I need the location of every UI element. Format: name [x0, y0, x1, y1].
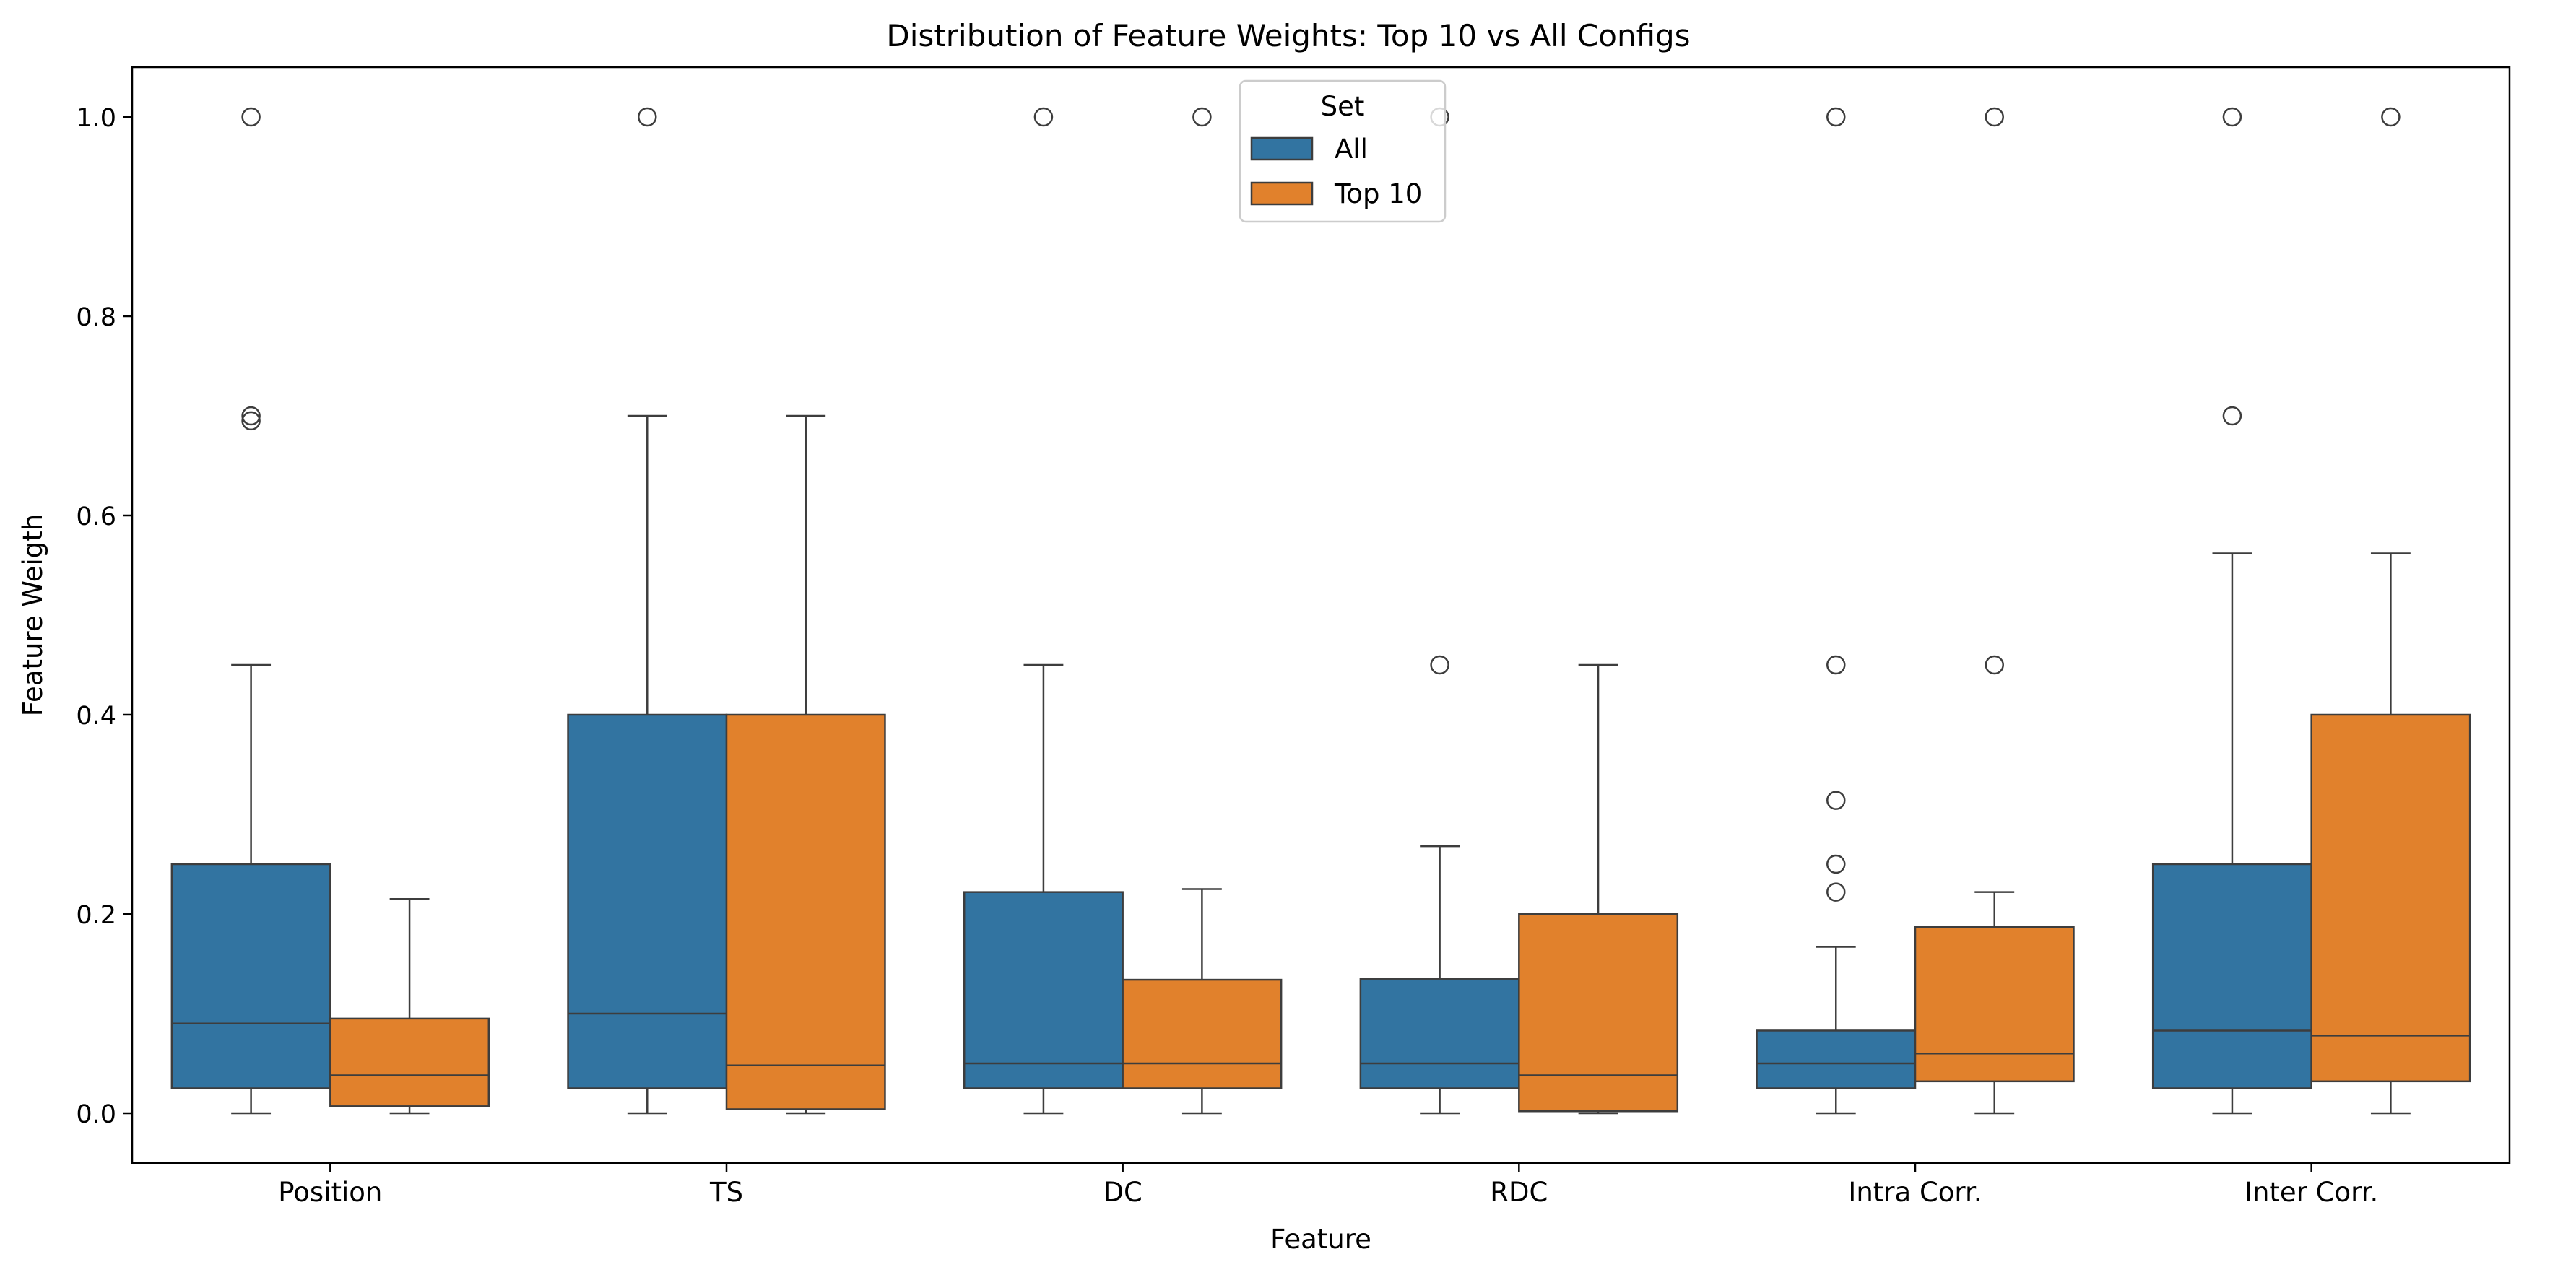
x-tick-label: DC [1103, 1177, 1142, 1208]
box-iqr [2310, 713, 2471, 1083]
box-group-top-10-intra-corr [1914, 107, 2075, 1115]
outlier-point [1826, 882, 1846, 902]
x-axis: Position TS DC RDC Intra Corr. Inter Corr. [278, 1163, 2378, 1208]
outlier-point [1826, 791, 1846, 810]
y-tick-label: 0.0 [76, 1100, 116, 1129]
x-tick-label: TS [709, 1177, 743, 1208]
outlier-point [2222, 406, 2242, 426]
box-group-all-dc [963, 107, 1124, 1115]
box-iqr [1122, 978, 1283, 1089]
outlier-point [241, 406, 261, 426]
y-tick-label: 1.0 [76, 104, 116, 133]
box-iqr [963, 891, 1124, 1089]
box-iqr [1914, 926, 2075, 1083]
y-tick-label: 0.2 [76, 901, 116, 930]
outlier-point [1033, 107, 1054, 127]
box-iqr [567, 713, 728, 1089]
y-tick-label: 0.4 [76, 702, 116, 731]
x-tick-label: Inter Corr. [2245, 1177, 2378, 1208]
x-tick-label: Position [278, 1177, 382, 1208]
box-iqr [329, 1017, 490, 1107]
box-group-all-inter-corr [2151, 107, 2312, 1115]
box-group-top-10-inter-corr [2310, 107, 2471, 1115]
box-iqr [1756, 1029, 1917, 1089]
box-group-top-10-dc [1122, 107, 1283, 1115]
box-group-all-intra-corr [1756, 107, 1917, 1115]
outlier-point [638, 107, 657, 127]
box-group-all-rdc [1359, 107, 1520, 1115]
outlier-point [1826, 655, 1846, 675]
box-group-all-ts [567, 107, 728, 1115]
y-axis-label: Feature Weigth [17, 514, 48, 716]
plot-area [170, 107, 2471, 1115]
legend-label-top10: Top 10 [1334, 178, 1422, 209]
y-tick-label: 0.6 [76, 502, 116, 531]
box-group-top-10-ts [725, 414, 886, 1115]
box-group-all-position [170, 107, 331, 1115]
x-axis-label: Feature [1270, 1224, 1371, 1255]
outlier-point [2381, 107, 2401, 127]
x-tick-label: Intra Corr. [1848, 1177, 1982, 1208]
box-iqr [725, 713, 886, 1110]
outlier-point [241, 411, 261, 431]
chart-title: Distribution of Feature Weights: Top 10 … [886, 18, 1690, 53]
box-iqr [1359, 978, 1520, 1089]
outlier-point [2222, 107, 2242, 127]
legend-swatch-all [1250, 136, 1314, 161]
legend: Set All Top 10 [1239, 79, 1447, 223]
box-group-top-10-rdc [1518, 663, 1679, 1115]
box-iqr [2151, 863, 2312, 1089]
box-iqr [1518, 913, 1679, 1113]
box-group-top-10-position [329, 898, 490, 1115]
box-iqr [170, 863, 331, 1089]
axes-frame [131, 66, 2511, 1164]
y-axis: 0.0 0.2 0.4 0.6 0.8 1.0 [76, 104, 132, 1129]
outlier-point [1985, 655, 2004, 675]
outlier-point [241, 107, 261, 127]
outlier-point [1192, 107, 1212, 127]
outlier-point [1826, 854, 1846, 874]
y-tick-label: 0.8 [76, 303, 116, 332]
outlier-point [1826, 107, 1846, 127]
x-tick-label: RDC [1490, 1177, 1548, 1208]
outlier-point [1430, 655, 1449, 675]
legend-title: Set [1321, 91, 1365, 122]
outlier-point [1985, 107, 2004, 127]
legend-swatch-top10 [1250, 181, 1314, 206]
legend-label-all: All [1335, 134, 1368, 165]
